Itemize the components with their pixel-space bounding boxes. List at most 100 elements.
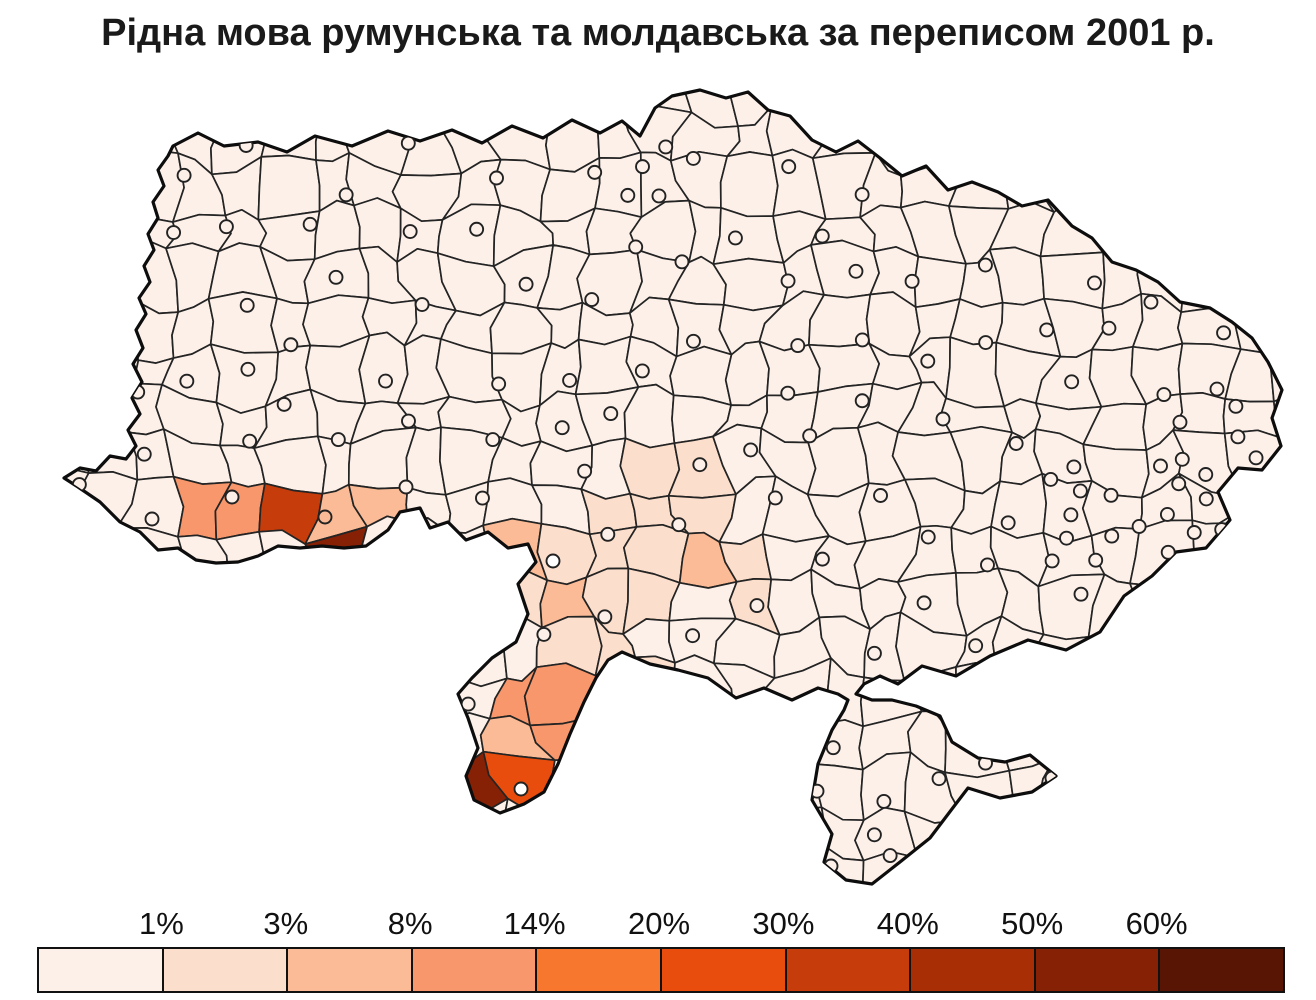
district-cell [83,754,129,817]
district-cell [308,90,359,125]
city-marker-icon [238,138,254,153]
district-cell [437,848,497,884]
city-marker-icon [224,489,240,505]
district-cell [1135,716,1198,771]
district-cell [357,849,414,884]
district-cell [1221,630,1274,677]
district-cell [1269,627,1282,679]
district-cell [943,893,1015,950]
city-marker-icon [854,332,870,348]
city-marker-icon [577,463,593,479]
district-cell [64,347,80,399]
city-markers [71,135,1264,874]
district-cell [1178,720,1230,775]
district-cell [580,90,644,119]
city-marker-icon [978,335,994,350]
city-marker-icon [749,598,765,614]
district-cell [1240,156,1282,213]
district-cell [120,842,178,884]
district-cell [1275,804,1282,855]
district-cell [401,864,457,884]
district-cell [214,854,271,884]
city-marker-icon [634,363,650,379]
district-cell [408,90,449,123]
district-cell [1195,671,1235,732]
district-cell [1218,90,1282,117]
district-cell [223,761,268,819]
district-cell [79,575,137,618]
city-marker-icon [743,442,759,458]
district-cell [438,889,499,947]
district-cell [68,300,141,362]
district-cell [1269,843,1282,884]
district-cell [1214,754,1280,820]
city-marker-icon [414,297,430,312]
city-marker-icon [179,373,195,389]
district-cell [1092,845,1139,884]
district-cell [162,90,231,127]
city-marker-icon [658,139,674,155]
district-cell [126,704,172,762]
district-cell [1176,157,1248,224]
district-cell [115,527,185,588]
district-cell [73,848,133,884]
district-cell [1007,799,1055,865]
district-cell [118,800,178,851]
district-cell [257,154,321,221]
district-cell [1172,106,1243,176]
district-cell [244,713,317,771]
district-cell [64,90,85,131]
city-marker-icon [1063,507,1079,523]
city-marker-icon [854,393,870,409]
city-marker-icon [166,225,182,240]
district-cell [69,348,140,395]
district-cell [64,251,83,322]
district-cell [71,205,136,260]
city-marker-icon [916,595,932,611]
city-marker-icon [920,529,936,545]
city-marker-icon [1171,476,1187,492]
district-cell [209,657,261,715]
district-cell [1172,90,1236,121]
city-marker-icon [848,263,864,279]
district-cell [1013,889,1058,944]
district-cell [765,803,826,853]
district-cell [1183,796,1232,863]
district-cell [1223,843,1278,884]
district-cell [949,298,1004,346]
district-cell [352,611,418,665]
district-cell [361,804,404,866]
district-cell [540,846,599,884]
district-cell [64,385,81,449]
city-marker-icon [283,337,299,353]
district-cell [944,769,1014,821]
city-marker-icon [1174,451,1190,467]
city-marker-icon [513,781,529,797]
district-cell [590,890,638,945]
district-cell [120,652,183,724]
city-marker-icon [176,167,192,183]
district-cell [806,426,870,498]
city-marker-icon [1072,483,1088,499]
district-cell [82,704,139,766]
district-cell [1264,705,1282,762]
district-cell [259,842,316,884]
district-cell [1218,496,1282,532]
city-marker-icon [635,159,650,175]
district-cell [352,656,411,710]
district-cell [728,906,767,952]
district-cell [127,575,182,618]
city-marker-icon [378,373,393,389]
district-cell [252,762,322,822]
district-cell [819,90,866,132]
district-cell [1141,159,1192,224]
city-marker-icon [402,224,418,239]
city-marker-icon [1039,322,1055,338]
city-marker-icon [1000,515,1016,531]
city-marker-icon [1104,528,1120,544]
district-cell [1280,488,1282,541]
city-marker-icon [802,428,818,444]
city-marker-icon [977,257,993,273]
district-cell [68,524,134,588]
